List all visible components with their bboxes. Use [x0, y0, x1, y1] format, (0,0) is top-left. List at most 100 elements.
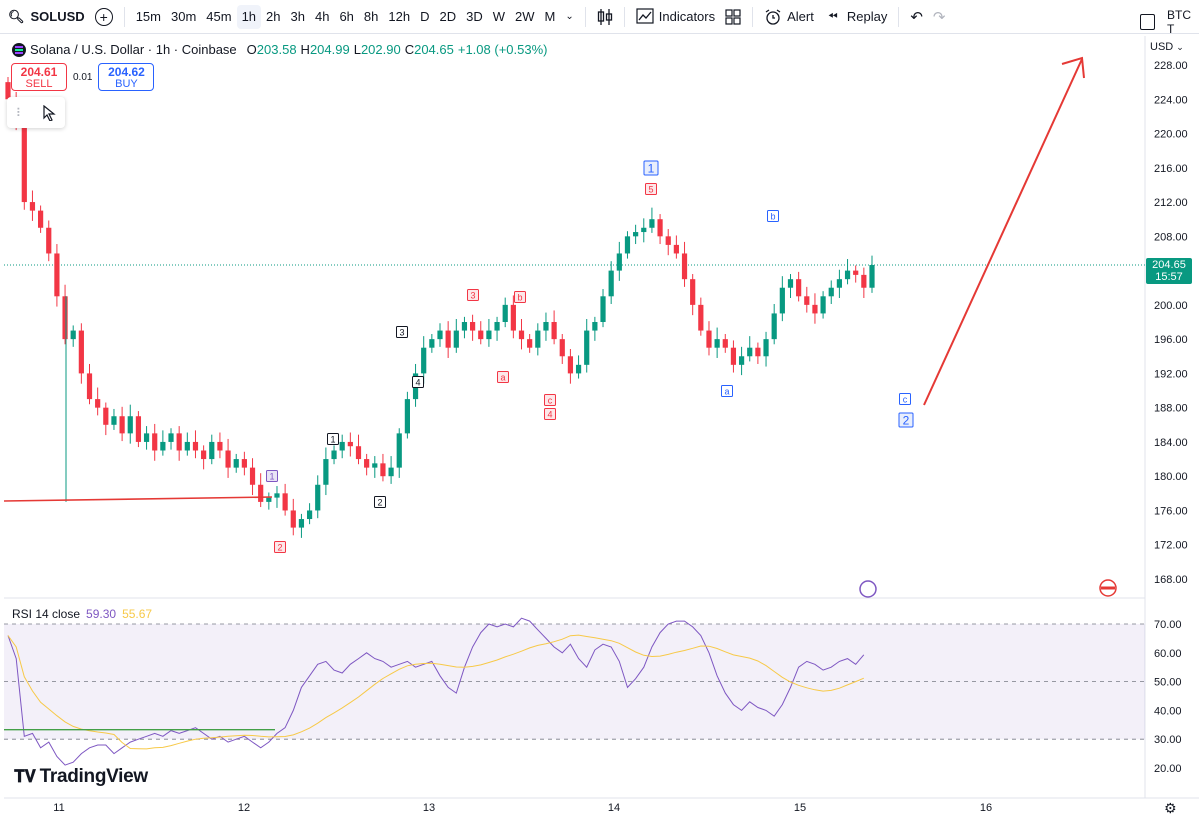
redo-button[interactable]: ↷ [928, 5, 951, 29]
timeframe-3h[interactable]: 3h [290, 9, 305, 24]
timeframe-2w[interactable]: 2W [515, 9, 535, 24]
price-tick-label: 196.00 [1154, 334, 1188, 346]
candle-body [209, 441, 215, 460]
chart-type-button[interactable] [592, 5, 618, 29]
candle-body [241, 459, 247, 468]
candle-body [690, 279, 696, 305]
candle-body [861, 274, 867, 288]
close-label: C [404, 42, 415, 57]
symbol-label: SOLUSD [30, 9, 85, 24]
layouts-button[interactable] [720, 5, 746, 29]
wave-label-box [544, 408, 556, 420]
sell-price: 204.61 [20, 65, 58, 79]
candle-body [714, 339, 720, 348]
replay-button[interactable]: ⏪︎ Replay [819, 5, 892, 29]
candle-body [722, 339, 728, 348]
wave-label-box [497, 371, 509, 383]
compare-button[interactable]: + [90, 5, 118, 29]
wave-label: 4 [547, 410, 552, 420]
timeframe-2h[interactable]: 2h [266, 9, 281, 24]
timeframe-dropdown[interactable]: ⌄ [560, 5, 578, 29]
add-symbol-icon: + [94, 7, 113, 26]
candle-body [551, 322, 557, 340]
candle-body [233, 459, 239, 468]
price-tick-label: 212.00 [1154, 197, 1188, 209]
chart-settings-button[interactable]: ⚙︎ [1164, 800, 1177, 817]
timeframe-8h[interactable]: 8h [363, 9, 379, 24]
tradingview-logo[interactable]: 𝐓𝐕 TradingView [14, 766, 148, 788]
buy-label: BUY [115, 78, 138, 90]
candle-body [355, 446, 362, 460]
cursor-arrow-icon[interactable] [42, 104, 56, 121]
candle-body [453, 330, 459, 348]
last-price-value: 204.65 [1152, 259, 1186, 271]
candles-icon [597, 8, 612, 25]
rsi-name[interactable]: RSI 14 close [12, 607, 81, 621]
timeframe-12h[interactable]: 12h [388, 9, 411, 24]
divider [623, 6, 625, 27]
alert-button[interactable]: Alert [759, 5, 819, 29]
change-value: +1.08 (+0.53%) [457, 42, 548, 57]
timeframe-d[interactable]: D [420, 9, 430, 24]
compare-symbol-label[interactable]: BTC T [1167, 8, 1191, 36]
candle-body [869, 265, 875, 288]
candle-body [787, 279, 794, 288]
timeframe-45m[interactable]: 45m [206, 9, 232, 24]
top-right-controls: BTC T [1140, 8, 1199, 36]
time-tick-label: 15 [794, 802, 806, 814]
candle-body [258, 484, 264, 502]
indicators-icon [636, 7, 654, 24]
timeframe-4h[interactable]: 4h [314, 9, 330, 24]
wave-label: 4 [415, 378, 420, 388]
undo-button[interactable]: ↶ [905, 5, 928, 29]
candle-body [184, 441, 190, 451]
candle-body [135, 416, 142, 442]
candle-body [641, 227, 647, 233]
divider [898, 6, 900, 27]
candle-body [567, 356, 574, 374]
timeframe-list: 15m 30m 45m 1h 2h 3h 4h 6h 8h 12h D 2D 3D W 2W M [131, 4, 561, 29]
time-tick-label: 13 [423, 802, 435, 814]
price-tick-label: 228.00 [1154, 60, 1188, 72]
candle-body [804, 296, 810, 305]
timeframe-1h[interactable]: 1h [236, 4, 262, 29]
candle-body [738, 356, 745, 365]
timeframe-6h[interactable]: 6h [339, 9, 354, 24]
symbol-search[interactable]: 🔍︎ SOLUSD [0, 5, 90, 29]
indicators-button[interactable]: Indicators [631, 5, 720, 29]
candle-body [755, 347, 761, 357]
sell-button[interactable]: 204.61 SELL [11, 63, 67, 91]
wave-label: b [517, 293, 522, 303]
wave-label: 1 [648, 162, 655, 176]
fullscreen-icon[interactable] [1140, 14, 1155, 30]
timeframe-3d[interactable]: 3D [466, 9, 483, 24]
drag-handle-icon[interactable]: ⠇ [15, 105, 25, 120]
candle-body [396, 433, 402, 468]
candle-body [616, 253, 622, 271]
wave-label-box [412, 376, 424, 388]
timeframe-w[interactable]: W [492, 9, 506, 24]
wave-label-box [514, 291, 526, 303]
time-tick-label: 11 [53, 802, 64, 814]
rsi-ma-value: 55.67 [122, 607, 153, 621]
candle-body [347, 441, 353, 447]
candle-body [168, 433, 174, 442]
wave-label: a [724, 387, 729, 397]
symbol-description[interactable]: Solana / U.S. Dollar · 1h · Coinbase [30, 42, 237, 57]
price-tick-label: 188.00 [1154, 403, 1188, 415]
timeframe-15m[interactable]: 15m [135, 9, 161, 24]
divider [584, 6, 586, 27]
timeframe-m[interactable]: M [544, 9, 556, 24]
candle-body [575, 364, 582, 374]
candle-body [388, 467, 394, 477]
currency-selector[interactable]: USD ⌄ [1150, 41, 1184, 53]
candle-body [315, 484, 321, 511]
timeframe-2d[interactable]: 2D [439, 9, 457, 24]
buy-button[interactable]: 204.62 BUY [98, 63, 155, 91]
timeframe-30m[interactable]: 30m [170, 9, 197, 24]
rsi-tick-label: 60.00 [1154, 648, 1182, 660]
projection-arrow [923, 58, 1083, 406]
candle-body [812, 304, 818, 314]
candle-body [339, 441, 345, 451]
